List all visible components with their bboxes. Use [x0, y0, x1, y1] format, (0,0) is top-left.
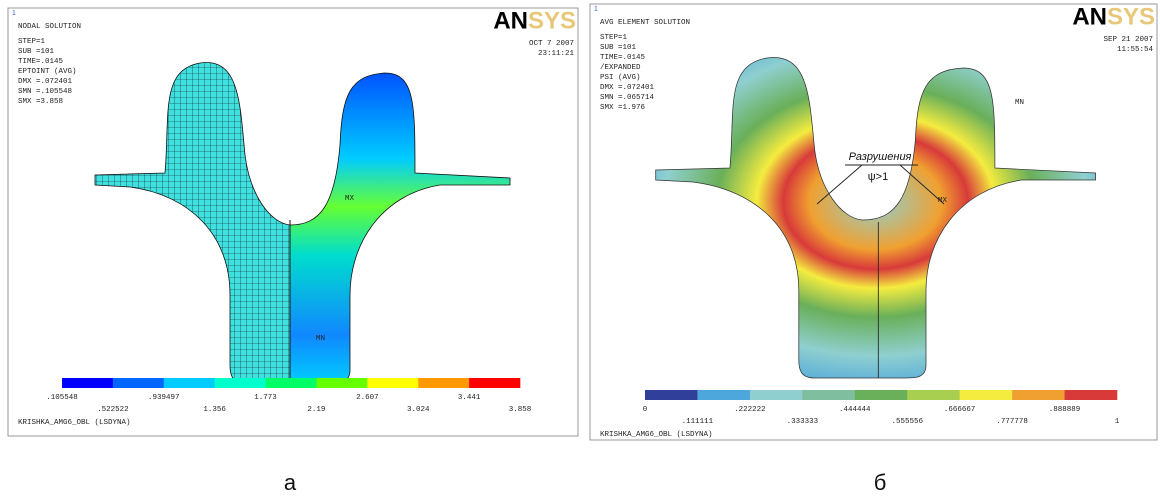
legend-swatch — [113, 378, 164, 388]
logo: ANSYS — [1072, 3, 1155, 30]
legend-swatch — [266, 378, 317, 388]
annotation-sub: ψ>1 — [868, 171, 888, 183]
info-line: SMN =.105548 — [18, 88, 72, 96]
info-line: PSI (AVG) — [600, 74, 641, 82]
legend-label: .555556 — [891, 418, 923, 426]
info-line: SUB =101 — [600, 44, 637, 52]
legend-label: 1.356 — [203, 406, 226, 414]
info-line: TIME=.0145 — [600, 54, 646, 62]
time: 11:55:54 — [1117, 46, 1154, 54]
legend-swatch — [469, 378, 520, 388]
panel-title: NODAL SOLUTION — [18, 23, 81, 31]
info-line: SMX =3.858 — [18, 98, 63, 106]
marker: MN — [1015, 99, 1024, 107]
info-line: SMX =1.976 — [600, 104, 646, 112]
legend-label: 0 — [643, 406, 648, 414]
index: 1 — [12, 10, 16, 17]
legend-swatch — [855, 390, 908, 400]
legend-swatch — [164, 378, 215, 388]
footer: KRISHKA_AMG6_OBL (LSDYNA) — [18, 419, 131, 427]
legend-label: .111111 — [682, 418, 714, 426]
marker: MN — [316, 335, 325, 343]
info-line: /EXPANDED — [600, 64, 641, 72]
legend-swatch — [907, 390, 960, 400]
info-line: STEP=1 — [18, 38, 46, 46]
legend-swatch — [367, 378, 418, 388]
legend-label: 3.858 — [509, 406, 532, 414]
info-line: DMX =.072401 — [600, 84, 655, 92]
info-line: DMX =.072401 — [18, 78, 73, 86]
marker: MX — [938, 197, 948, 205]
legend-label: 1 — [1115, 418, 1120, 426]
legend-swatch — [215, 378, 266, 388]
legend-swatch — [62, 378, 113, 388]
info-line: STEP=1 — [600, 34, 628, 42]
legend-label: .666667 — [944, 406, 976, 414]
annotation: Разрушения — [849, 151, 912, 163]
legend-swatch — [316, 378, 367, 388]
legend-label: 2.19 — [307, 406, 325, 414]
legend-swatch — [697, 390, 750, 400]
info-line: TIME=.0145 — [18, 58, 64, 66]
legend-label: .222222 — [734, 406, 766, 414]
legend-swatch — [750, 390, 803, 400]
footer: KRISHKA_AMG6_OBL (LSDYNA) — [600, 431, 713, 439]
legend-label: 2.607 — [356, 394, 379, 402]
legend-swatch — [802, 390, 855, 400]
legend-swatch — [960, 390, 1013, 400]
legend-label: .105548 — [46, 394, 78, 402]
legend-label: .777778 — [996, 418, 1028, 426]
panel-title: AVG ELEMENT SOLUTION — [600, 19, 690, 27]
legend-label: 3.024 — [407, 406, 430, 414]
index: 1 — [594, 6, 598, 13]
figure: 1NODAL SOLUTIONSTEP=1SUB =101TIME=.0145E… — [0, 0, 1160, 495]
time: 23:11:21 — [538, 50, 575, 58]
legend-label: .333333 — [787, 418, 819, 426]
legend-label: .888889 — [1049, 406, 1081, 414]
date: SEP 21 2007 — [1103, 36, 1153, 44]
legend-label: 3.441 — [458, 394, 481, 402]
panel-label: а — [284, 470, 297, 495]
info-line: EPTOINT (AVG) — [18, 68, 77, 76]
legend-label: .444444 — [839, 406, 871, 414]
legend-swatch — [418, 378, 469, 388]
info-line: SUB =101 — [18, 48, 55, 56]
legend-label: 1.773 — [254, 394, 277, 402]
logo: ANSYS — [493, 7, 576, 34]
marker: MX — [345, 195, 355, 203]
legend-swatch — [1065, 390, 1118, 400]
legend-label: .939497 — [148, 394, 180, 402]
legend-swatch — [645, 390, 698, 400]
info-line: SMN =.065714 — [600, 94, 655, 102]
legend-label: .522522 — [97, 406, 129, 414]
date: OCT 7 2007 — [529, 40, 574, 48]
legend-swatch — [1012, 390, 1065, 400]
panel-label: б — [874, 470, 887, 495]
